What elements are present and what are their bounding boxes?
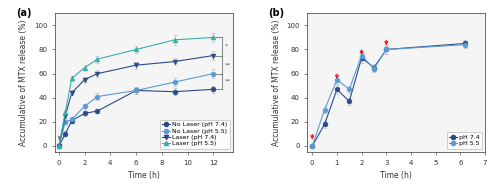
Text: (b): (b) <box>268 8 284 18</box>
Y-axis label: Accumulative of MTX release (%): Accumulative of MTX release (%) <box>272 19 280 146</box>
X-axis label: Time (h): Time (h) <box>128 171 160 180</box>
Text: **: ** <box>224 79 230 84</box>
Legend: pH 7.4, pH 5.5: pH 7.4, pH 5.5 <box>446 132 482 149</box>
Text: *: * <box>224 44 228 49</box>
Text: **: ** <box>224 62 230 67</box>
Text: (a): (a) <box>16 8 32 18</box>
Legend: No Laser (pH 7.4), No Laser (pH 5.5), Laser (pH 7.4), Laser (pH 5.5): No Laser (pH 7.4), No Laser (pH 5.5), La… <box>160 120 230 149</box>
Y-axis label: Accumulative of MTX release (%): Accumulative of MTX release (%) <box>20 19 28 146</box>
X-axis label: Time (h): Time (h) <box>380 171 412 180</box>
